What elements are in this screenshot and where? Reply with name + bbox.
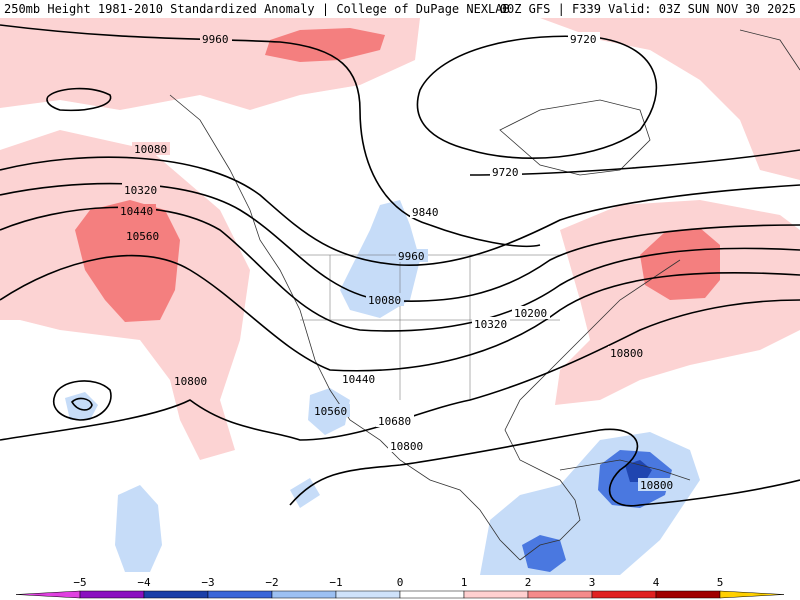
contour-label: 10200 xyxy=(514,307,547,320)
colorbar-tick-labels: −5 −4 −3 −2 −1 0 1 2 3 4 5 xyxy=(73,576,723,589)
colorbar-tick-label: −4 xyxy=(137,576,151,589)
contour-9720 xyxy=(416,35,658,159)
contour-label: 10680 xyxy=(378,415,411,428)
contour-hawaii-inner xyxy=(70,397,93,411)
blue-region-south-pacific xyxy=(115,485,162,572)
strong-negative-anomaly xyxy=(522,450,672,572)
contour-9960-east xyxy=(429,224,541,248)
blue-region-hawaii xyxy=(65,392,98,420)
colorbar-max-arrow xyxy=(719,590,785,599)
red-core-atlantic xyxy=(640,228,720,300)
contour-10800-south xyxy=(289,428,800,507)
colorbar-segment xyxy=(143,590,209,599)
contour-10080 xyxy=(0,156,800,266)
state-borders xyxy=(300,254,560,400)
contour-label: 9960 xyxy=(202,33,229,46)
cuba-outline xyxy=(559,459,691,481)
colorbar-segment xyxy=(591,590,657,599)
contour-label: 10800 xyxy=(610,347,643,360)
colorbar-segments xyxy=(15,590,785,599)
contour-label: 10560 xyxy=(314,405,347,418)
colorbar: −5 −4 −3 −2 −1 0 1 2 3 4 5 xyxy=(0,575,800,600)
map-title: 250mb Height 1981-2010 Standardized Anom… xyxy=(4,2,510,16)
height-contours xyxy=(0,24,800,507)
colorbar-tick-label: 5 xyxy=(717,576,724,589)
colorbar-tick-label: 3 xyxy=(589,576,596,589)
colorbar-segment xyxy=(271,590,337,599)
greenland-outline xyxy=(739,29,800,71)
contour-10560 xyxy=(0,254,800,372)
colorbar-tick-label: −5 xyxy=(73,576,86,589)
contour-label: 10560 xyxy=(126,230,159,243)
colorbar-tick-label: 2 xyxy=(525,576,532,589)
colorbar-segment xyxy=(79,590,145,599)
contour-label: 10080 xyxy=(368,294,401,307)
colorbar-segment xyxy=(655,590,721,599)
contour-9960-north xyxy=(0,24,431,226)
contour-label: 10080 xyxy=(134,143,167,156)
colorbar-tick-label: −2 xyxy=(265,576,278,589)
contour-labels: 9960 9720 9720 10080 10320 10440 10560 9… xyxy=(118,32,676,492)
contour-label: 10800 xyxy=(174,375,207,388)
colorbar-segment xyxy=(463,590,529,599)
blue-core-central-america xyxy=(522,535,566,572)
contour-hawaii-low xyxy=(53,380,112,421)
contour-label: 9960 xyxy=(398,250,425,263)
contour-small-north xyxy=(46,87,112,112)
colorbar-tick-label: −3 xyxy=(201,576,214,589)
contour-label: 10800 xyxy=(640,479,673,492)
colorbar-tick-label: 1 xyxy=(461,576,468,589)
colorbar-tick-label: 4 xyxy=(653,576,660,589)
colorbar-segment xyxy=(335,590,401,599)
contour-label: 9720 xyxy=(570,33,597,46)
west-coastline xyxy=(169,94,521,561)
colorbar-segment xyxy=(399,590,465,599)
contour-label: 10320 xyxy=(124,184,157,197)
contour-label: 10440 xyxy=(120,205,153,218)
colorbar-tick-label: 0 xyxy=(397,576,404,589)
contour-label: 10800 xyxy=(390,440,423,453)
model-valid-time: 00Z GFS | F339 Valid: 03Z SUN NOV 30 202… xyxy=(499,2,796,16)
geographic-outlines xyxy=(169,29,800,561)
contour-label: 9720 xyxy=(492,166,519,179)
blue-center-cuba xyxy=(625,460,652,482)
colorbar-tick-label: −1 xyxy=(329,576,342,589)
red-core-north xyxy=(265,28,385,62)
contour-label: 10440 xyxy=(342,373,375,386)
hudson-bay-outline xyxy=(499,99,651,176)
contour-label: 10320 xyxy=(474,318,507,331)
east-coastline xyxy=(504,259,681,561)
anomaly-region-northeast xyxy=(540,18,800,180)
colorbar-segment xyxy=(207,590,273,599)
contour-label: 9840 xyxy=(412,206,439,219)
colorbar-segment xyxy=(527,590,593,599)
